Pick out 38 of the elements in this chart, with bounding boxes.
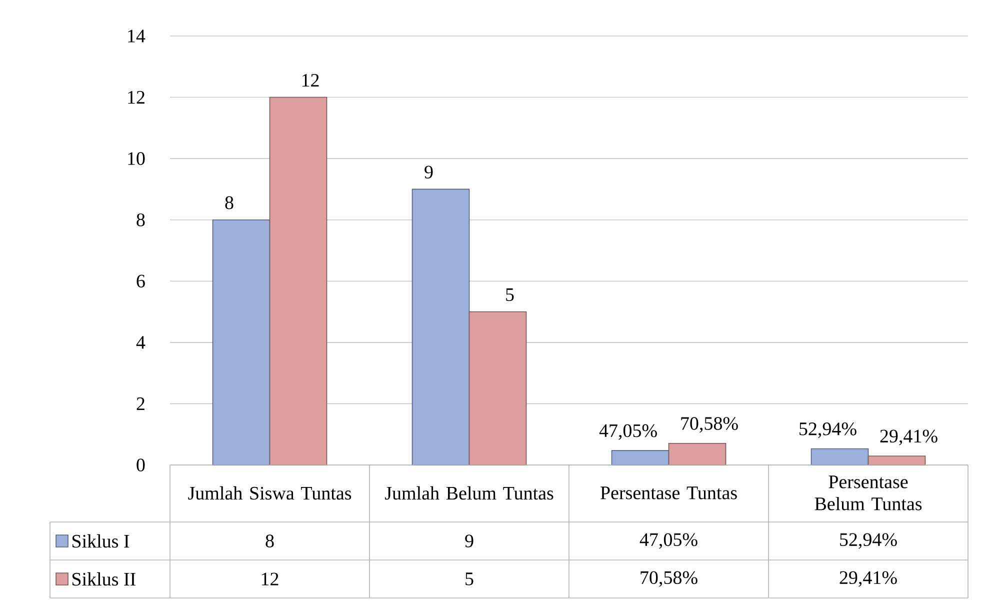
x-tick-label: Persentase Belum Tuntas bbox=[814, 476, 922, 510]
legend-label: Siklus II bbox=[72, 572, 136, 586]
bar bbox=[810, 448, 869, 466]
data-label: 12 bbox=[262, 572, 278, 586]
bar bbox=[868, 456, 926, 466]
data-label: 70,58% bbox=[640, 571, 698, 587]
legend-label: Siklus I bbox=[72, 534, 130, 548]
data-label: 9 bbox=[465, 534, 474, 548]
text: 12 bbox=[302, 74, 319, 87]
text: 47,05% bbox=[599, 424, 657, 440]
x-tick-label: Jumlah Belum Tuntas bbox=[385, 486, 554, 500]
y-tick-label: 10 bbox=[128, 152, 145, 165]
bar bbox=[412, 188, 470, 466]
text: 29,41% bbox=[880, 430, 938, 446]
data-label: 47,05% bbox=[640, 533, 698, 549]
data-label: 8 bbox=[266, 534, 274, 548]
y-tick-label: 14 bbox=[128, 30, 146, 42]
x-tick-label: Persentase Tuntas bbox=[600, 486, 737, 500]
bar bbox=[611, 450, 670, 466]
text: 9 bbox=[424, 166, 433, 178]
data-label: 29,41% bbox=[840, 571, 897, 587]
data-label: 5 bbox=[466, 572, 474, 586]
text: 52,94% bbox=[800, 422, 856, 438]
bar bbox=[212, 219, 270, 466]
text: 5 bbox=[506, 288, 514, 302]
bar bbox=[668, 442, 726, 466]
y-tick-label: 6 bbox=[136, 274, 145, 288]
y-tick-label: 8 bbox=[136, 213, 145, 226]
y-tick-label: 12 bbox=[128, 90, 144, 104]
bar bbox=[468, 311, 527, 466]
x-tick-label: Jumlah Siswa Tuntas bbox=[188, 486, 352, 500]
y-tick-label: 0 bbox=[136, 458, 145, 472]
y-tick-label: 4 bbox=[136, 336, 146, 349]
text: 8 bbox=[225, 196, 234, 210]
y-tick-label: 2 bbox=[136, 397, 144, 410]
text: 70,58% bbox=[681, 417, 738, 433]
bar bbox=[269, 96, 328, 466]
data-label: 52,94% bbox=[840, 533, 897, 549]
